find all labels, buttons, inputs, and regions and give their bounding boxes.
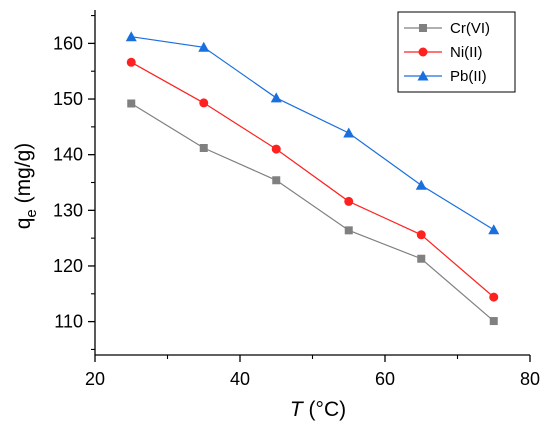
data-point-ni-ii bbox=[489, 292, 499, 302]
series-cr-vi bbox=[127, 99, 498, 326]
series-line-ni-ii bbox=[130, 61, 495, 298]
legend-marker-ni-ii bbox=[418, 47, 428, 57]
series-line-pb-ii bbox=[131, 36, 495, 231]
y-tick-label: 160 bbox=[53, 33, 83, 53]
data-point-ni-ii bbox=[416, 230, 426, 240]
data-point-cr-vi bbox=[127, 99, 136, 108]
series-pb-ii bbox=[125, 31, 500, 235]
legend-marker-cr-vi bbox=[419, 24, 427, 32]
data-point-ni-ii bbox=[199, 98, 209, 108]
y-axis-title-subscript: e bbox=[23, 209, 40, 217]
y-axis-title-unit: (mg/g) bbox=[12, 143, 35, 210]
data-point-cr-vi bbox=[199, 144, 208, 152]
legend-label-pb-ii: Pb(II) bbox=[450, 68, 487, 85]
y-tick-label: 120 bbox=[53, 256, 83, 276]
data-point-cr-vi bbox=[417, 254, 426, 263]
x-axis-title-variable: T bbox=[290, 398, 305, 421]
data-point-cr-vi bbox=[272, 176, 281, 185]
y-tick-label: 130 bbox=[53, 200, 83, 220]
legend-marker-pb-ii bbox=[417, 70, 429, 81]
series-ni-ii bbox=[126, 57, 499, 302]
x-tick-label: 80 bbox=[520, 369, 540, 389]
data-point-ni-ii bbox=[344, 196, 354, 206]
axes: 20 40 60 80 110 120 130 140 150 160 bbox=[53, 10, 540, 389]
legend-label-ni-ii: Ni(II) bbox=[450, 44, 483, 61]
series-layer bbox=[125, 31, 500, 326]
data-point-pb-ii bbox=[488, 224, 500, 235]
data-point-pb-ii bbox=[270, 92, 282, 103]
y-tick-label: 140 bbox=[53, 145, 83, 165]
data-point-cr-vi bbox=[489, 317, 498, 326]
data-point-cr-vi bbox=[344, 226, 353, 235]
x-axis-title: T (°C) bbox=[290, 398, 346, 421]
series-line-cr-vi bbox=[130, 102, 495, 322]
y-tick-label: 150 bbox=[53, 89, 83, 109]
x-axis-title-unit: (°C) bbox=[303, 398, 346, 421]
y-axis-title-symbol: q bbox=[12, 218, 35, 230]
data-point-ni-ii bbox=[271, 144, 281, 154]
y-tick-label: 110 bbox=[54, 312, 83, 332]
x-tick-label: 20 bbox=[85, 369, 105, 389]
legend-label-cr-vi: Cr(VI) bbox=[450, 20, 490, 37]
x-tick-label: 60 bbox=[375, 369, 395, 389]
data-point-pb-ii bbox=[125, 31, 137, 42]
data-point-pb-ii bbox=[415, 179, 427, 190]
data-point-pb-ii bbox=[198, 41, 210, 52]
legend: Cr(VI) Ni(II) Pb(II) bbox=[397, 11, 516, 93]
axis-titles: T (°C) qe (mg/g) bbox=[12, 143, 346, 421]
y-axis-title: qe (mg/g) bbox=[12, 143, 40, 230]
data-point-pb-ii bbox=[343, 127, 355, 138]
data-point-ni-ii bbox=[126, 57, 136, 67]
x-tick-label: 40 bbox=[230, 369, 250, 389]
